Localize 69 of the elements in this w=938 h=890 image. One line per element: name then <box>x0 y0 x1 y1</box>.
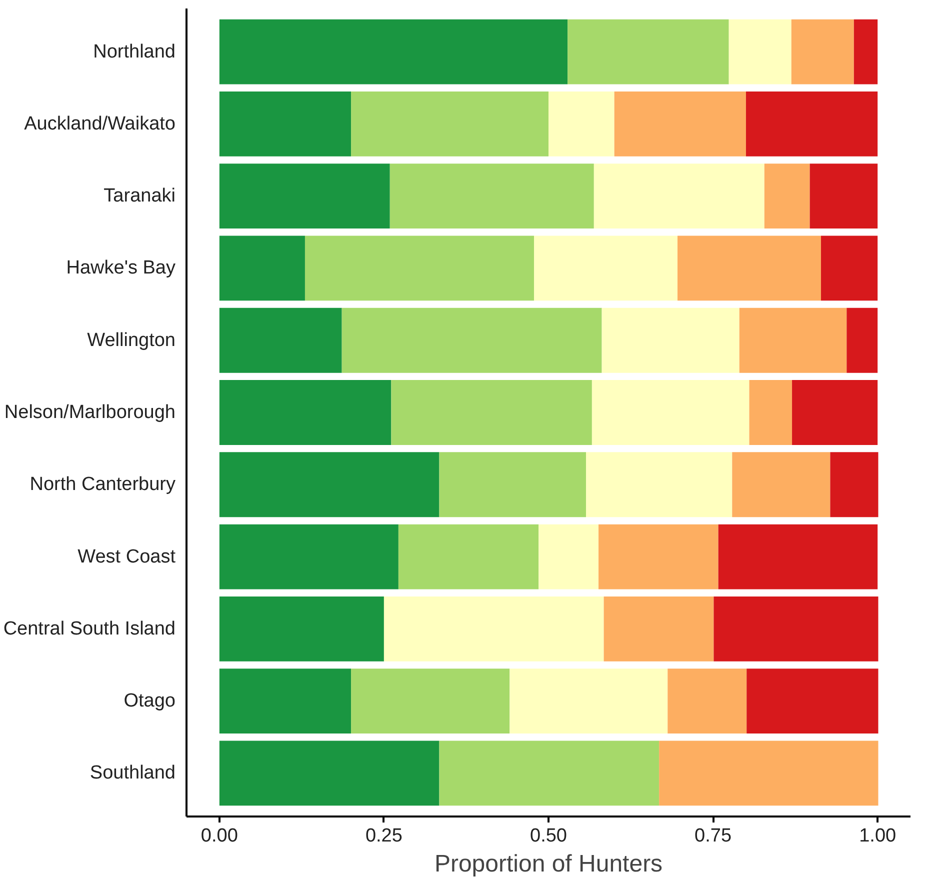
y-tick-label: Otago <box>124 690 176 712</box>
bar <box>219 236 305 301</box>
bar <box>439 452 586 518</box>
bar <box>604 596 714 662</box>
y-tick-label: Hawke's Bay <box>66 258 176 279</box>
bar <box>586 452 732 518</box>
x-tick-label: 0.25 <box>365 826 402 846</box>
y-tick-label: Auckland/Waikato <box>24 113 176 134</box>
x-tick-label: 1.00 <box>859 826 896 846</box>
bar <box>351 91 548 156</box>
bar <box>219 524 398 590</box>
bar <box>219 91 352 156</box>
bar <box>614 91 746 156</box>
bar <box>219 380 392 445</box>
y-tick-label: Wellington <box>87 330 176 351</box>
bar <box>791 19 854 84</box>
bar <box>739 308 847 373</box>
bar <box>534 236 678 301</box>
bar <box>342 308 602 373</box>
bar <box>846 308 878 373</box>
bar <box>219 452 440 518</box>
x-tick-label: 0.00 <box>200 826 238 846</box>
bar <box>219 308 342 373</box>
bar <box>854 19 878 84</box>
bar <box>728 19 792 84</box>
y-tick-label: Northland <box>93 41 176 62</box>
bar <box>384 596 604 662</box>
bar <box>602 308 740 373</box>
bar <box>820 236 878 301</box>
bar <box>351 668 510 734</box>
bar <box>746 91 878 156</box>
bar <box>746 668 878 734</box>
y-tick-label: West Coast <box>78 546 176 568</box>
bar <box>810 164 878 229</box>
y-tick-label: North Canterbury <box>30 474 176 496</box>
x-axis-title: Proportion of Hunters <box>434 850 663 878</box>
y-tick-label: Nelson/Marlborough <box>4 402 176 423</box>
bar <box>538 524 599 590</box>
bar <box>391 380 592 445</box>
bar <box>219 668 352 734</box>
x-tick-label: 0.75 <box>694 826 732 846</box>
bar <box>219 19 568 84</box>
y-tick-label: Taranaki <box>104 186 176 207</box>
bar <box>390 164 594 229</box>
bar <box>219 596 384 662</box>
bar <box>749 380 792 445</box>
bar <box>598 524 718 590</box>
bar <box>594 164 764 229</box>
bar <box>304 236 534 301</box>
bar <box>398 524 539 590</box>
bar <box>678 236 821 301</box>
y-tick-label: Central South Island <box>3 618 176 640</box>
x-tick-label: 0.50 <box>530 826 567 846</box>
bar <box>764 164 810 229</box>
bar <box>659 740 878 806</box>
bar <box>510 668 668 734</box>
bar <box>792 380 878 445</box>
bar <box>592 380 750 445</box>
bar <box>714 596 878 662</box>
bar <box>568 19 729 84</box>
bar <box>439 740 660 806</box>
bar <box>668 668 747 734</box>
bar <box>219 164 390 229</box>
bar <box>732 452 830 518</box>
bar <box>548 91 614 156</box>
bar <box>219 740 440 806</box>
y-tick-label: Southland <box>90 762 176 784</box>
bar <box>718 524 878 590</box>
bar <box>830 452 878 518</box>
